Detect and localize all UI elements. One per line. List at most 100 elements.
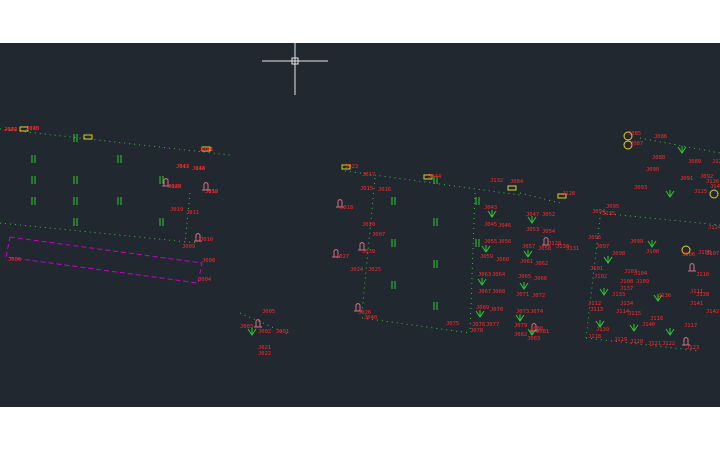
point-label[interactable]: J059 (480, 254, 493, 260)
point-label[interactable]: J080 (530, 326, 543, 332)
point-label[interactable]: J114 (616, 309, 630, 315)
point-label[interactable]: J146 (200, 147, 213, 153)
point-label[interactable]: J148 (192, 166, 205, 172)
point-label[interactable]: J120 (630, 339, 643, 345)
point-label[interactable]: J082 (514, 332, 527, 338)
point-label[interactable]: J032 (4, 127, 17, 133)
point-label[interactable]: J019 (170, 207, 183, 213)
point-label[interactable]: J016 (378, 187, 391, 193)
point-label[interactable]: J094 (592, 209, 606, 215)
point-label[interactable]: J144 (4, 127, 18, 133)
point-label[interactable]: J149 (168, 184, 181, 190)
point-label[interactable]: J084 (510, 179, 524, 185)
point-label[interactable]: J103 (624, 269, 637, 275)
point-label[interactable]: J075 (446, 321, 459, 327)
point-label[interactable]: J127 (712, 159, 720, 165)
point-label[interactable]: J089 (688, 159, 701, 165)
point-label[interactable]: J123 (686, 345, 699, 351)
point-label[interactable]: J056 (498, 239, 511, 245)
point-label[interactable]: J066 (534, 276, 547, 282)
point-label[interactable]: J065 (518, 274, 531, 280)
point-label[interactable]: J078 (470, 328, 483, 334)
point-label[interactable]: J093 (634, 185, 647, 191)
point-label[interactable]: J002 (258, 329, 271, 335)
point-label[interactable]: J121 (648, 341, 661, 347)
point-label[interactable]: J098 (612, 251, 625, 257)
point-label[interactable]: J047 (526, 212, 539, 218)
point-label[interactable]: J118 (588, 334, 601, 340)
point-label[interactable]: J128 (562, 191, 575, 197)
point-label[interactable]: J137 (620, 286, 633, 292)
point-label[interactable]: J014 (192, 166, 206, 172)
point-label[interactable]: J071 (516, 292, 529, 298)
point-label[interactable]: J043 (484, 205, 497, 211)
point-label[interactable]: J023 (345, 164, 358, 170)
point-label[interactable]: J107 (706, 251, 719, 257)
point-label[interactable]: J040 (364, 315, 377, 321)
point-label[interactable]: J122 (662, 341, 675, 347)
point-label[interactable]: J116 (650, 316, 663, 322)
point-label[interactable]: J109 (636, 279, 649, 285)
point-label[interactable]: J053 (526, 227, 539, 233)
point-label[interactable]: J134 (620, 301, 634, 307)
point-label[interactable]: J005 (262, 309, 275, 315)
point-label[interactable]: J111 (690, 289, 703, 295)
point-label[interactable]: J044 (428, 174, 442, 180)
point-label[interactable]: J112 (588, 301, 601, 307)
point-label[interactable]: J106 (682, 252, 695, 258)
point-label[interactable]: J132 (490, 178, 503, 184)
point-label[interactable]: J028 (168, 184, 181, 190)
point-label[interactable]: J070 (490, 307, 503, 313)
point-label[interactable]: J095 (606, 204, 619, 210)
point-label[interactable]: J060 (496, 257, 509, 263)
point-label[interactable]: J105 (698, 250, 711, 256)
point-label[interactable]: J090 (646, 167, 659, 173)
point-label[interactable]: J100 (646, 249, 659, 255)
point-label[interactable]: J013 (176, 164, 189, 170)
point-label[interactable]: J086 (654, 134, 667, 140)
point-label[interactable]: J045 (484, 222, 497, 228)
point-label[interactable]: J039 (362, 249, 375, 255)
point-label[interactable]: J072 (532, 293, 545, 299)
point-label[interactable]: J052 (542, 212, 555, 218)
point-label[interactable]: J147 (176, 164, 189, 170)
point-label[interactable]: J079 (514, 323, 527, 329)
point-label[interactable]: J006 (8, 257, 21, 263)
point-label[interactable]: J011 (186, 210, 199, 216)
point-label[interactable]: J140 (642, 322, 655, 328)
point-label[interactable]: J139 (596, 327, 609, 333)
point-label[interactable]: J024 (350, 267, 364, 273)
point-label[interactable]: J126 (706, 179, 719, 185)
point-label[interactable]: J003 (240, 324, 253, 330)
point-label[interactable]: J099 (630, 239, 643, 245)
point-label[interactable]: J069 (476, 305, 489, 311)
point-label[interactable]: J010 (200, 237, 213, 243)
point-label[interactable]: J057 (522, 244, 535, 250)
point-label[interactable]: J131 (566, 246, 579, 252)
point-label[interactable]: J062 (535, 261, 548, 267)
point-label[interactable]: J150 (205, 189, 218, 195)
point-label[interactable]: J007 (372, 232, 385, 238)
point-label[interactable]: J061 (520, 259, 533, 265)
point-label[interactable]: J081 (536, 329, 549, 335)
point-label[interactable]: J142 (706, 309, 719, 315)
point-label[interactable]: J102 (594, 274, 607, 280)
point-label[interactable]: J067 (478, 289, 491, 295)
point-label[interactable]: J115 (628, 311, 641, 317)
point-label[interactable]: J021 (258, 345, 271, 351)
point-label[interactable]: J004 (198, 277, 212, 283)
point-label[interactable]: J125 (694, 189, 707, 195)
point-label[interactable]: J083 (527, 336, 540, 342)
point-label[interactable]: J015 (360, 186, 373, 192)
point-label[interactable]: J068 (492, 289, 505, 295)
cad-model-space[interactable]: J032 J030 J041 J013 J014 J028 J012 J019 J011 J010… (0, 43, 720, 407)
point-label[interactable]: J001 (276, 329, 289, 335)
point-label[interactable]: J092 (700, 174, 713, 180)
point-label[interactable]: J058 (538, 246, 551, 252)
cad-drawing[interactable]: J032 J030 J041 J013 J014 J028 J012 J019 J011 J010… (0, 43, 720, 407)
point-label[interactable]: J141 (690, 301, 703, 307)
point-label[interactable]: J041 (200, 147, 213, 153)
point-label[interactable]: J026 (358, 310, 371, 316)
point-label[interactable]: J074 (530, 309, 544, 315)
point-label[interactable]: J027 (336, 254, 349, 260)
